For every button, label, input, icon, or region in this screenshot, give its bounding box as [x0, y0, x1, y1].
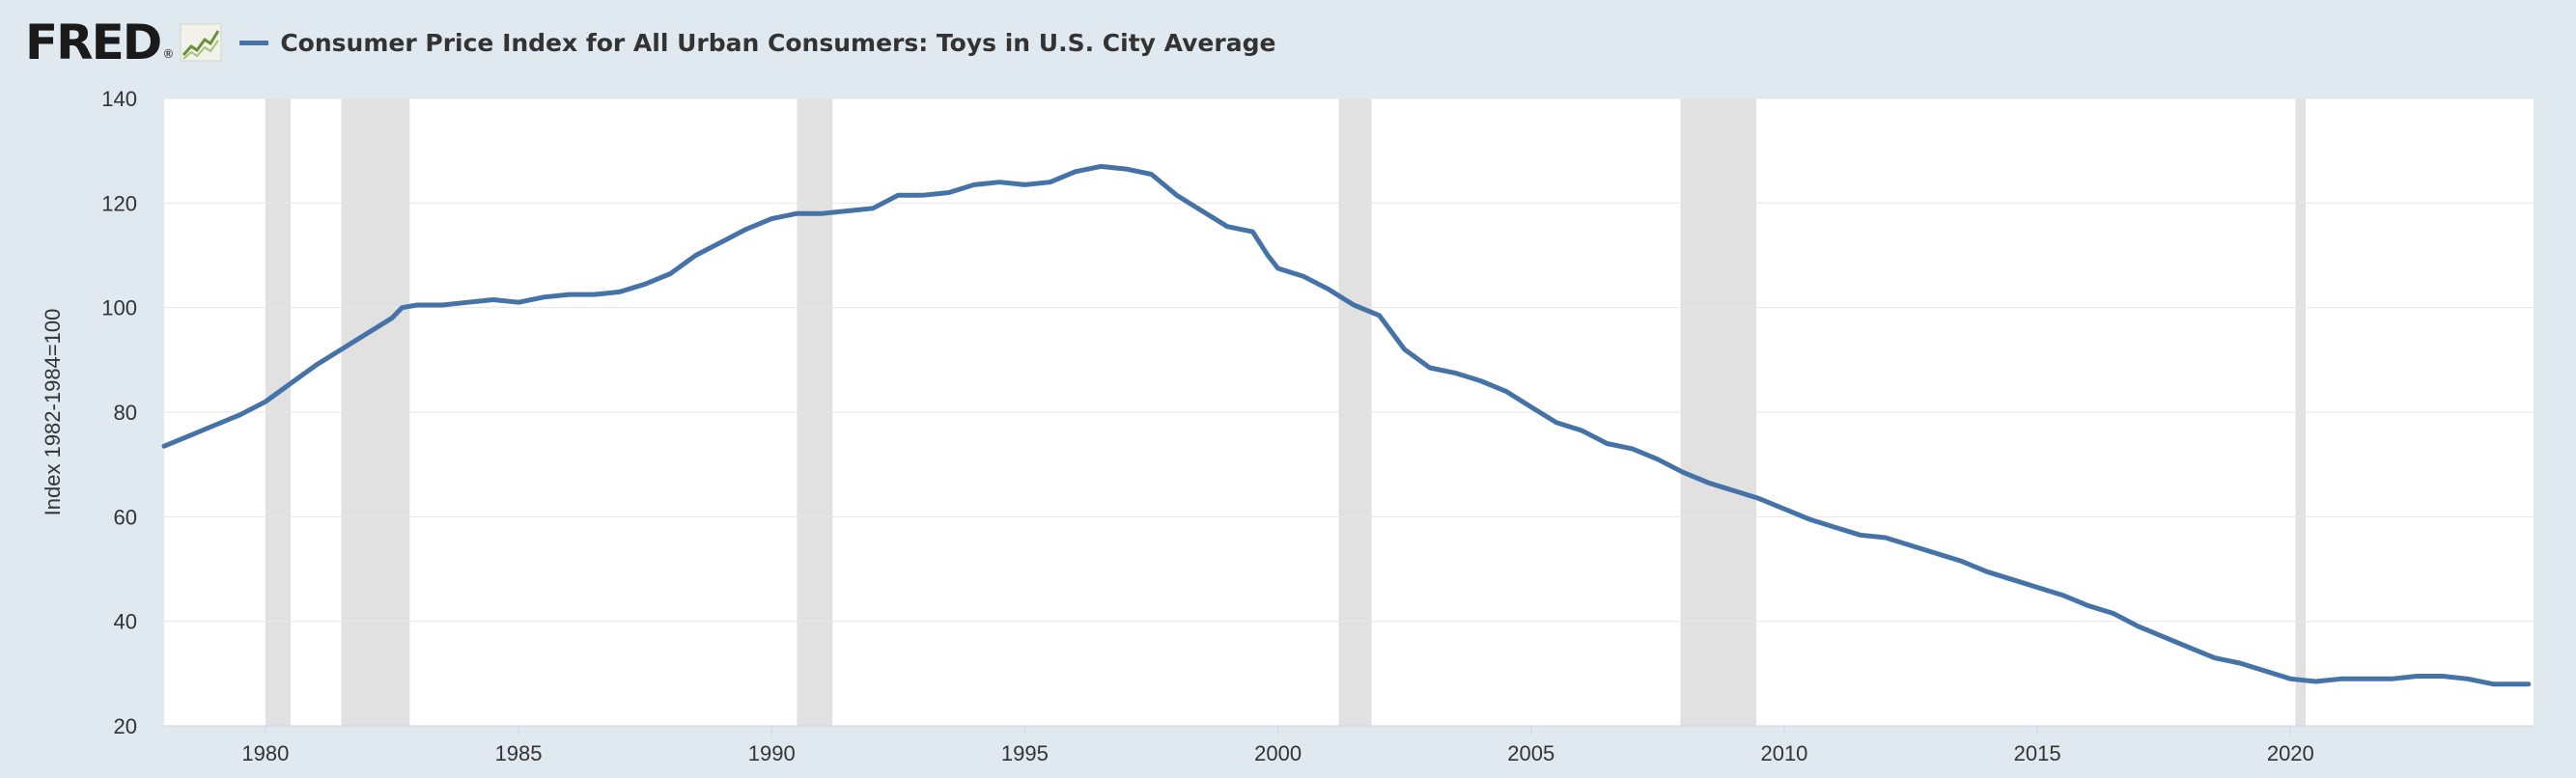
x-tick-label: 1990: [748, 741, 796, 765]
chart-header: FRED ® Consumer Price Index for All Urba…: [25, 14, 1275, 71]
y-tick-label: 20: [114, 714, 137, 738]
chart-legend: Consumer Price Index for All Urban Consu…: [239, 29, 1275, 57]
series-line-0: [161, 163, 2532, 687]
x-tick-label: 2000: [1254, 741, 1302, 765]
registered-mark: ®: [162, 47, 175, 61]
y-tick-label: 40: [114, 610, 137, 634]
x-tick-label: 2010: [1760, 741, 1807, 765]
y-tick-label: 100: [101, 296, 137, 320]
legend-swatch: [239, 40, 269, 45]
y-tick-label: 80: [114, 401, 137, 425]
fred-logo[interactable]: FRED ®: [25, 18, 222, 67]
fred-logo-text: FRED: [25, 14, 162, 70]
x-tick-label: 2015: [2014, 741, 2061, 765]
y-tick-label: 140: [101, 87, 137, 111]
x-tick-label: 2020: [2267, 741, 2314, 765]
y-tick-label: 60: [114, 505, 137, 529]
y-tick-label: 120: [101, 191, 137, 215]
y-axis-title: Index 1982-1984=100: [41, 309, 65, 516]
x-tick-label: 1995: [1001, 741, 1049, 765]
x-tick-label: 2005: [1507, 741, 1554, 765]
chart-line-icon: [180, 23, 222, 62]
series-title: Consumer Price Index for All Urban Consu…: [280, 28, 1276, 57]
x-tick-label: 1980: [241, 741, 289, 765]
x-tick-label: 1985: [495, 741, 543, 765]
